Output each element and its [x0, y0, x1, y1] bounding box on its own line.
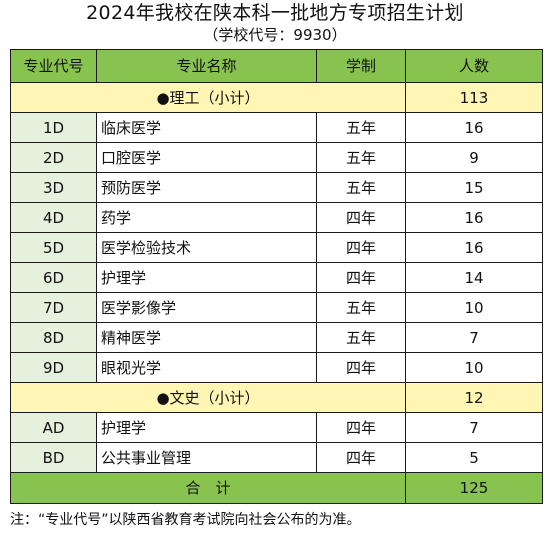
duration-cell: 五年 — [316, 172, 406, 203]
major-name-cell: 精神医学 — [96, 322, 317, 353]
duration-cell: 五年 — [316, 112, 406, 143]
major-name-cell: 药学 — [96, 202, 317, 233]
page-title: 2024年我校在陕本科一批地方专项招生计划 — [86, 2, 464, 24]
enrollment-plan-table: 专业代号 专业名称 学制 人数 ●理工（小计） 113 1D 临床医学 五年 16 2D… — [10, 49, 543, 504]
count-cell: 10 — [405, 352, 543, 383]
duration-cell: 四年 — [316, 442, 406, 473]
header-duration: 学制 — [316, 49, 406, 83]
table-row: 9D 眼视光学 四年 10 — [10, 352, 543, 383]
duration-cell: 五年 — [316, 292, 406, 323]
table-row: 8D 精神医学 五年 7 — [10, 322, 543, 353]
table-row: 7D 医学影像学 五年 10 — [10, 292, 543, 323]
total-label: 合 计 — [10, 472, 406, 504]
major-code-cell: 8D — [10, 322, 97, 353]
header-count: 人数 — [405, 49, 543, 83]
header-major-code: 专业代号 — [10, 49, 97, 83]
count-cell: 16 — [405, 202, 543, 233]
major-name-cell: 护理学 — [96, 412, 317, 443]
science-subtotal-row: ●理工（小计） 113 — [10, 82, 543, 113]
major-code-cell: 4D — [10, 202, 97, 233]
major-code-cell: 7D — [10, 292, 97, 323]
count-cell: 7 — [405, 412, 543, 443]
duration-cell: 四年 — [316, 412, 406, 443]
footnote: 注：“专业代号”以陕西省教育考试院向社会公布的为准。 — [10, 512, 361, 528]
count-cell: 7 — [405, 322, 543, 353]
header-major-name: 专业名称 — [96, 49, 317, 83]
duration-cell: 五年 — [316, 142, 406, 173]
major-name-cell: 公共事业管理 — [96, 442, 317, 473]
table-row: 6D 护理学 四年 14 — [10, 262, 543, 293]
count-cell: 9 — [405, 142, 543, 173]
major-name-cell: 眼视光学 — [96, 352, 317, 383]
major-name-cell: 临床医学 — [96, 112, 317, 143]
major-name-cell: 护理学 — [96, 262, 317, 293]
major-name-cell: 口腔医学 — [96, 142, 317, 173]
total-count: 125 — [405, 472, 543, 504]
major-name-cell: 预防医学 — [96, 172, 317, 203]
count-cell: 14 — [405, 262, 543, 293]
major-code-cell: 3D — [10, 172, 97, 203]
count-cell: 10 — [405, 292, 543, 323]
table-row: AD 护理学 四年 7 — [10, 412, 543, 443]
arts-subtotal-count: 12 — [405, 382, 543, 413]
table-row: 3D 预防医学 五年 15 — [10, 172, 543, 203]
table-header-row: 专业代号 专业名称 学制 人数 — [10, 49, 543, 83]
major-code-cell: 6D — [10, 262, 97, 293]
duration-cell: 五年 — [316, 322, 406, 353]
major-name-cell: 医学检验技术 — [96, 232, 317, 263]
table-row: 4D 药学 四年 16 — [10, 202, 543, 233]
duration-cell: 四年 — [316, 202, 406, 233]
count-cell: 5 — [405, 442, 543, 473]
arts-subtotal-row: ●文史（小计） 12 — [10, 382, 543, 413]
duration-cell: 四年 — [316, 352, 406, 383]
count-cell: 16 — [405, 232, 543, 263]
major-code-cell: 5D — [10, 232, 97, 263]
duration-cell: 四年 — [316, 232, 406, 263]
table-row: 2D 口腔医学 五年 9 — [10, 142, 543, 173]
major-code-cell: AD — [10, 412, 97, 443]
arts-subtotal-label: ●文史（小计） — [10, 382, 406, 413]
duration-cell: 四年 — [316, 262, 406, 293]
table-row: BD 公共事业管理 四年 5 — [10, 442, 543, 473]
table-row: 1D 临床医学 五年 16 — [10, 112, 543, 143]
count-cell: 15 — [405, 172, 543, 203]
table-row: 5D 医学检验技术 四年 16 — [10, 232, 543, 263]
major-code-cell: 2D — [10, 142, 97, 173]
major-code-cell: 1D — [10, 112, 97, 143]
school-code-subtitle: （学校代号：9930） — [203, 26, 347, 44]
science-subtotal-count: 113 — [405, 82, 543, 113]
major-name-cell: 医学影像学 — [96, 292, 317, 323]
total-row: 合 计 125 — [10, 472, 543, 504]
count-cell: 16 — [405, 112, 543, 143]
science-subtotal-label: ●理工（小计） — [10, 82, 406, 113]
major-code-cell: BD — [10, 442, 97, 473]
major-code-cell: 9D — [10, 352, 97, 383]
